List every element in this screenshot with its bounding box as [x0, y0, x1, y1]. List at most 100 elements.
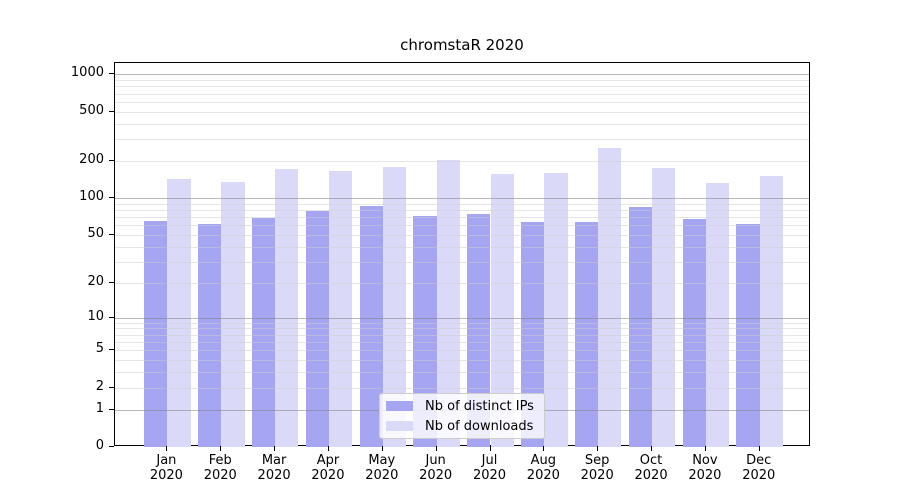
- y-tick: [109, 233, 114, 235]
- bar-distinct-ips: [359, 206, 383, 447]
- major-gridline: [115, 198, 809, 200]
- minor-gridline: [115, 328, 809, 330]
- bar-downloads: [382, 167, 407, 447]
- legend-swatch-downloads: [386, 421, 413, 431]
- x-tick-label: Feb 2020: [203, 453, 237, 483]
- x-tick-label: Jan 2020: [149, 453, 183, 483]
- minor-gridline: [115, 203, 809, 205]
- minor-gridline: [115, 387, 809, 389]
- x-tick-label: Nov 2020: [688, 453, 722, 483]
- x-tick: [651, 446, 653, 451]
- minor-gridline: [115, 160, 809, 162]
- bar-downloads: [275, 168, 299, 447]
- y-tick: [109, 446, 114, 447]
- y-tick: [109, 349, 114, 351]
- bar-distinct-ips: [574, 221, 599, 447]
- y-tick-label: 2: [95, 378, 104, 394]
- y-tick: [109, 281, 114, 283]
- legend-label: Nb of distinct IPs: [425, 398, 534, 414]
- legend: Nb of distinct IPs Nb of downloads: [379, 393, 545, 439]
- x-tick: [220, 446, 222, 451]
- y-tick-label: 100: [79, 189, 104, 205]
- chart-title: chromstaR 2020: [400, 36, 524, 54]
- x-tick-label: Aug 2020: [526, 453, 560, 483]
- minor-gridline: [115, 225, 809, 227]
- minor-gridline: [115, 360, 809, 362]
- y-tick-label: 500: [79, 102, 104, 118]
- bar-downloads: [328, 170, 353, 447]
- y-tick: [109, 110, 114, 112]
- minor-gridline: [115, 80, 809, 82]
- x-tick: [435, 446, 437, 451]
- y-tick-label: 5: [95, 341, 104, 357]
- x-tick-label: Sep 2020: [580, 453, 614, 483]
- legend-row: Nb of distinct IPs: [386, 399, 538, 414]
- minor-gridline: [115, 372, 809, 374]
- major-gridline: [115, 317, 809, 319]
- x-tick-label: Jun 2020: [419, 453, 453, 483]
- x-tick-label: May 2020: [365, 453, 399, 483]
- minor-gridline: [115, 322, 809, 324]
- y-tick-label: 50: [87, 225, 104, 241]
- y-tick-label: 10: [87, 308, 104, 324]
- y-tick: [109, 386, 114, 388]
- x-tick: [758, 446, 760, 451]
- minor-gridline: [115, 123, 809, 125]
- x-tick-label: Oct 2020: [634, 453, 668, 483]
- x-tick: [381, 446, 383, 451]
- y-tick-label: 20: [87, 273, 104, 289]
- x-tick-label: Jul 2020: [472, 453, 507, 483]
- legend-label: Nb of downloads: [425, 418, 534, 434]
- minor-gridline: [115, 111, 809, 113]
- bar-downloads: [490, 173, 514, 447]
- bar-distinct-ips: [144, 221, 168, 447]
- bar-distinct-ips: [467, 214, 491, 447]
- minor-gridline: [115, 209, 809, 211]
- y-tick: [109, 159, 114, 161]
- bar-distinct-ips: [628, 207, 653, 447]
- y-tick-label: 0: [95, 438, 104, 453]
- x-tick: [704, 446, 706, 451]
- x-tick-label: Mar 2020: [257, 453, 291, 483]
- bar-downloads: [221, 182, 245, 447]
- bar-downloads: [598, 147, 622, 447]
- minor-gridline: [115, 342, 809, 344]
- minor-gridline: [115, 93, 809, 95]
- y-tick-label: 1000: [70, 65, 104, 81]
- minor-gridline: [115, 101, 809, 103]
- legend-row: Nb of downloads: [386, 419, 538, 434]
- bar-distinct-ips: [682, 218, 706, 447]
- x-tick: [274, 446, 276, 451]
- y-tick-label: 200: [79, 151, 104, 167]
- bar-downloads: [705, 182, 730, 447]
- minor-gridline: [115, 86, 809, 88]
- y-tick: [109, 197, 114, 199]
- x-tick-label: Dec 2020: [742, 453, 776, 483]
- minor-gridline: [115, 139, 809, 141]
- minor-gridline: [115, 334, 809, 336]
- bar-distinct-ips: [251, 217, 276, 447]
- y-tick: [109, 316, 114, 318]
- x-tick: [543, 446, 545, 451]
- bar-downloads: [436, 160, 460, 447]
- y-tick: [109, 73, 114, 75]
- minor-gridline: [115, 217, 809, 219]
- x-tick: [166, 446, 168, 451]
- minor-gridline: [115, 282, 809, 284]
- x-tick-label: Apr 2020: [311, 453, 345, 483]
- major-gridline: [115, 74, 809, 76]
- bar-downloads: [652, 168, 676, 447]
- minor-gridline: [115, 261, 809, 263]
- y-tick: [109, 408, 114, 410]
- bar-downloads: [759, 176, 784, 447]
- minor-gridline: [115, 234, 809, 236]
- minor-gridline: [115, 246, 809, 248]
- plot-area: [114, 62, 810, 447]
- x-tick: [327, 446, 329, 451]
- bar-downloads: [167, 179, 191, 447]
- y-tick-label: 1: [95, 400, 104, 416]
- legend-swatch-distinct-ips: [386, 401, 413, 411]
- minor-gridline: [115, 350, 809, 352]
- x-tick: [489, 446, 491, 451]
